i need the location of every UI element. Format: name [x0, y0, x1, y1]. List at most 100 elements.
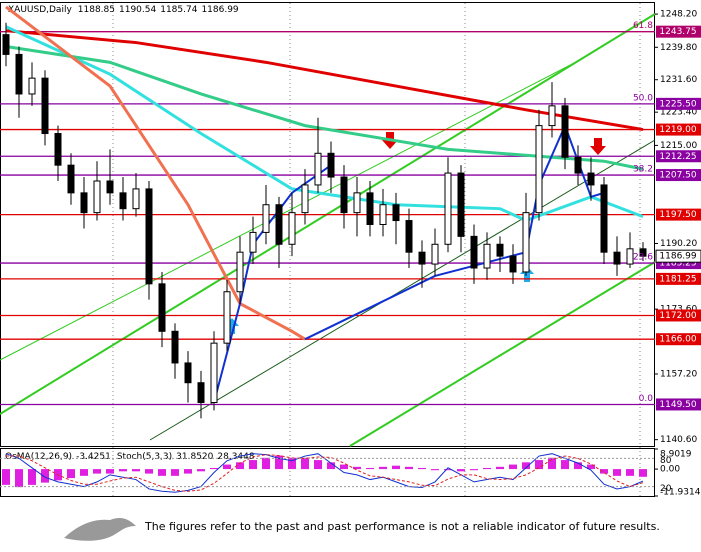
candle-body	[431, 243, 439, 265]
osma-bar	[574, 462, 582, 470]
osma-bar	[353, 466, 361, 470]
osma-bar	[301, 457, 309, 470]
moving-average	[5, 25, 644, 223]
level-label: 1207.50	[659, 171, 696, 181]
symbol: XAUUSD,Daily	[8, 5, 72, 15]
osma-bar	[184, 469, 192, 474]
ohlc-close: 1186.99	[201, 5, 238, 15]
main-frame	[0, 2, 655, 447]
osc-tick-label: -11.9314	[660, 488, 701, 498]
level-label: 1172.00	[659, 311, 696, 321]
osma-bar	[106, 469, 114, 474]
osma-bar	[366, 467, 374, 470]
osma-bar	[210, 467, 218, 470]
candle-body	[197, 382, 205, 403]
period-separators	[112, 3, 641, 496]
candle-body	[379, 204, 387, 226]
osma-bar	[197, 469, 205, 472]
osma-bar	[379, 466, 387, 470]
fib-label: 23.6	[633, 253, 653, 263]
osma-bar	[41, 469, 49, 483]
osma-bar	[444, 469, 452, 471]
chart: XAUUSD,Daily 1188.85 1190.54 1185.74 1186.99…	[0, 2, 701, 498]
y-tick-label: 1248.20	[660, 10, 697, 20]
candle-body	[2, 34, 10, 55]
level-label: 1243.75	[659, 27, 696, 37]
osma-bar	[522, 462, 530, 470]
osma-bar	[392, 465, 400, 470]
candle-body	[236, 251, 244, 293]
osma-bar	[171, 469, 179, 476]
osma-bar	[236, 462, 244, 470]
candle-body	[561, 105, 569, 158]
candle-body	[483, 243, 491, 269]
current-price: 1186.99	[659, 252, 696, 262]
osma-bar	[509, 464, 517, 470]
osma-bar	[2, 469, 10, 485]
level-label: 1185.25	[659, 259, 696, 269]
osma-bar	[405, 466, 413, 470]
candle-body	[639, 248, 647, 257]
osma-bar	[119, 469, 127, 472]
y-tick-label: 1223.40	[660, 108, 697, 118]
level-label: 1212.25	[659, 152, 696, 162]
candle-body	[67, 164, 75, 194]
ohlc-high: 1190.54	[119, 5, 156, 15]
candle-body	[405, 220, 413, 253]
candle-body	[301, 184, 309, 214]
fib-label: 38.2	[633, 165, 653, 175]
osma-bar	[639, 469, 647, 477]
level-label-box	[656, 309, 701, 322]
candle-body	[15, 53, 23, 95]
stoch-name: Stoch(5,3,3)	[117, 452, 172, 462]
level-label-box	[656, 333, 701, 346]
candle-body	[275, 204, 283, 245]
candle-body	[223, 291, 231, 344]
osma-bar	[275, 455, 283, 470]
candle-body	[392, 204, 400, 222]
y-tick-label: 1190.20	[660, 239, 697, 249]
osma-bar	[288, 457, 296, 470]
level-label: 1197.50	[659, 210, 696, 220]
candle-body	[106, 180, 114, 194]
osma-name: OsMA(12,26,9)	[5, 452, 72, 462]
moving-average	[5, 45, 644, 171]
stoch-tick-label: 20	[660, 484, 672, 494]
candle-body	[80, 192, 88, 214]
candle-body	[613, 251, 621, 265]
osma-bar	[327, 462, 335, 470]
candle-body	[418, 251, 426, 265]
candle-body	[184, 362, 192, 384]
level-label-box	[656, 398, 701, 411]
candle-body	[457, 172, 465, 237]
osma-bar	[158, 469, 166, 476]
stoch-tick-label: 80	[660, 456, 672, 466]
osc-tick-label: 8.9019	[660, 450, 692, 460]
candle-body	[587, 172, 595, 186]
osma-bar	[28, 469, 36, 485]
osma-bar	[496, 466, 504, 470]
fib-label: 0.0	[639, 394, 654, 404]
osma-bar	[418, 467, 426, 470]
level-label: 1166.00	[659, 335, 696, 345]
osma-bar	[431, 469, 439, 471]
candle-body	[366, 192, 374, 226]
candle-body	[54, 133, 62, 166]
osc-header: OsMA(12,26,9) -3.4251 Stoch(5,3,3) 31.8520 2…	[5, 452, 255, 462]
osma-bar	[548, 457, 556, 470]
osma-bar	[470, 469, 478, 471]
stoch-last: 31.8520	[176, 452, 213, 462]
candle-body	[509, 255, 517, 273]
osma-bar	[249, 460, 257, 470]
candle-body	[522, 212, 530, 273]
osma-bar	[262, 457, 270, 470]
candle-body	[28, 77, 36, 95]
price-box	[655, 249, 701, 263]
candle-body	[171, 330, 179, 364]
disclaimer: The figures refer to the past and past p…	[145, 520, 660, 533]
osma-bar	[223, 464, 231, 470]
candle-body	[288, 212, 296, 245]
level-label-box	[656, 272, 701, 285]
level-label-box	[656, 169, 701, 182]
